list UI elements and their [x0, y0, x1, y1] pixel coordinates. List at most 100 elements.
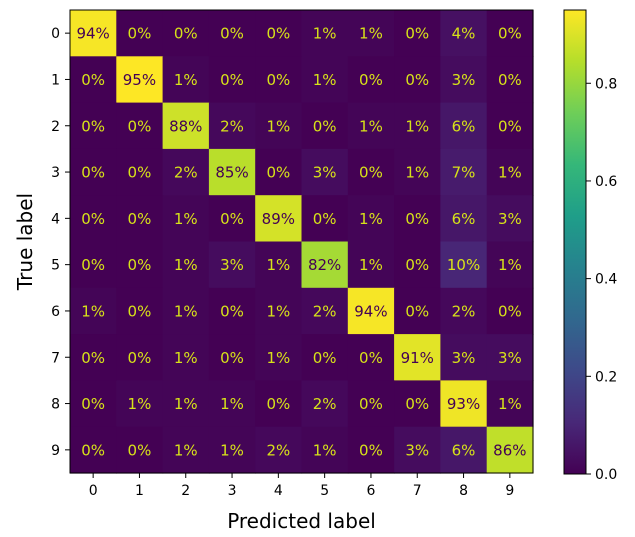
heatmap-cell	[70, 334, 117, 381]
cell-value-label: 0%	[81, 256, 105, 274]
cell-value-label: 0%	[359, 349, 383, 367]
cell-value-label: 3%	[313, 164, 337, 182]
cell-value-label: 1%	[405, 117, 429, 135]
heatmap-cell	[208, 241, 256, 289]
y-tick-label: 5	[51, 258, 60, 274]
heatmap-cell	[301, 380, 349, 428]
heatmap-cell-labels: 94% 0% 0% 0% 0% 1% 1% 0% 4% 0% 0% 95% 1% 0% 0% 1% 0% 0% 3%…	[76, 25, 526, 460]
colorbar-tick-label: 0.8	[595, 76, 617, 92]
cell-value-label: 1%	[266, 117, 290, 135]
cell-value-label: 0%	[220, 210, 244, 228]
heatmap-cell	[255, 10, 303, 57]
cell-value-label: 1%	[81, 302, 105, 320]
cell-value-label: 0%	[81, 349, 105, 367]
heatmap-cell	[394, 380, 441, 428]
x-tick-label: 9	[505, 483, 514, 499]
heatmap-cell	[208, 56, 256, 104]
y-axis-label: True label	[13, 193, 37, 291]
heatmap-cell	[301, 10, 349, 57]
cell-value-label: 1%	[313, 441, 337, 459]
x-tick-label: 0	[89, 483, 98, 499]
x-tick-label: 1	[135, 483, 144, 499]
cell-value-label: 1%	[266, 349, 290, 367]
heatmap-cell	[255, 56, 303, 104]
heatmap-cell	[486, 334, 534, 381]
heatmap-cell	[394, 287, 441, 335]
cell-value-label: 0%	[405, 71, 429, 89]
heatmap-cell	[255, 241, 303, 289]
cell-value-label: 2%	[313, 302, 337, 320]
cell-value-label: 4%	[452, 25, 476, 43]
y-axis-ticks: 0 1 2 3 4 5 6 7 8 9	[51, 26, 70, 459]
y-tick-label: 6	[51, 304, 60, 320]
y-tick-label: 0	[51, 26, 60, 42]
cell-value-label: 0%	[405, 210, 429, 228]
cell-value-label: 0%	[266, 25, 290, 43]
cell-value-label: 0%	[128, 302, 152, 320]
heatmap-cell	[486, 102, 534, 150]
cell-value-label: 0%	[359, 441, 383, 459]
cell-value-label: 0%	[220, 349, 244, 367]
cell-value-label: 0%	[266, 71, 290, 89]
cell-value-label: 1%	[220, 441, 244, 459]
heatmap-cell	[394, 426, 441, 474]
heatmap-cell	[162, 426, 210, 474]
heatmap-cell	[116, 380, 164, 428]
cell-value-label: 0%	[405, 25, 429, 43]
cell-value-label: 1%	[174, 302, 198, 320]
heatmap-cell	[162, 241, 210, 289]
heatmap-cell	[440, 148, 488, 196]
heatmap-cell	[301, 287, 349, 335]
heatmap-cell	[347, 195, 395, 243]
heatmap-cell	[347, 426, 395, 474]
cell-value-label: 0%	[174, 25, 198, 43]
x-tick-label: 2	[181, 483, 190, 499]
cell-value-label: 0%	[81, 441, 105, 459]
cell-value-label: 94%	[76, 25, 109, 43]
cell-value-label: 1%	[313, 71, 337, 89]
cell-value-label: 85%	[215, 164, 248, 182]
heatmap-cell	[301, 56, 349, 104]
heatmap-cell	[440, 426, 488, 474]
heatmap-cell	[208, 380, 256, 428]
cell-value-label: 2%	[174, 164, 198, 182]
heatmap-cell	[208, 102, 256, 150]
heatmap-cell	[347, 148, 395, 196]
heatmap-cell	[70, 195, 117, 243]
heatmap-cell	[70, 102, 117, 150]
heatmap-cell	[255, 102, 303, 150]
heatmap-cell	[440, 241, 488, 289]
heatmap-cell	[347, 287, 395, 335]
x-tick-label: 7	[413, 483, 422, 499]
cell-value-label: 95%	[123, 71, 156, 89]
y-tick-label: 9	[51, 443, 60, 459]
heatmap-cell	[208, 426, 256, 474]
cell-value-label: 2%	[452, 302, 476, 320]
cell-value-label: 0%	[498, 117, 522, 135]
cell-value-label: 7%	[452, 164, 476, 182]
colorbar-tick-label: 0.6	[595, 174, 617, 190]
x-tick-label: 8	[459, 483, 468, 499]
heatmap-cell	[301, 195, 349, 243]
y-tick-label: 4	[51, 211, 60, 227]
cell-value-label: 1%	[174, 71, 198, 89]
x-axis-ticks: 0 1 2 3 4 5 6 7 8 9	[89, 473, 514, 499]
cell-value-label: 0%	[266, 395, 290, 413]
heatmap-cell	[255, 380, 303, 428]
heatmap-cell	[162, 334, 210, 381]
y-tick-label: 7	[51, 350, 60, 366]
cell-value-label: 0%	[128, 164, 152, 182]
cell-value-label: 0%	[359, 395, 383, 413]
heatmap-cell	[347, 10, 395, 57]
heatmap-cell	[116, 148, 164, 196]
heatmap-cell	[255, 287, 303, 335]
heatmap-cell	[70, 56, 117, 104]
cell-value-label: 89%	[262, 210, 295, 228]
cell-value-label: 0%	[498, 71, 522, 89]
cell-value-label: 6%	[452, 210, 476, 228]
heatmap-cell	[440, 10, 488, 57]
cell-value-label: 0%	[81, 71, 105, 89]
heatmap-cell	[440, 56, 488, 104]
heatmap-cell	[208, 10, 256, 57]
cell-value-label: 1%	[405, 164, 429, 182]
